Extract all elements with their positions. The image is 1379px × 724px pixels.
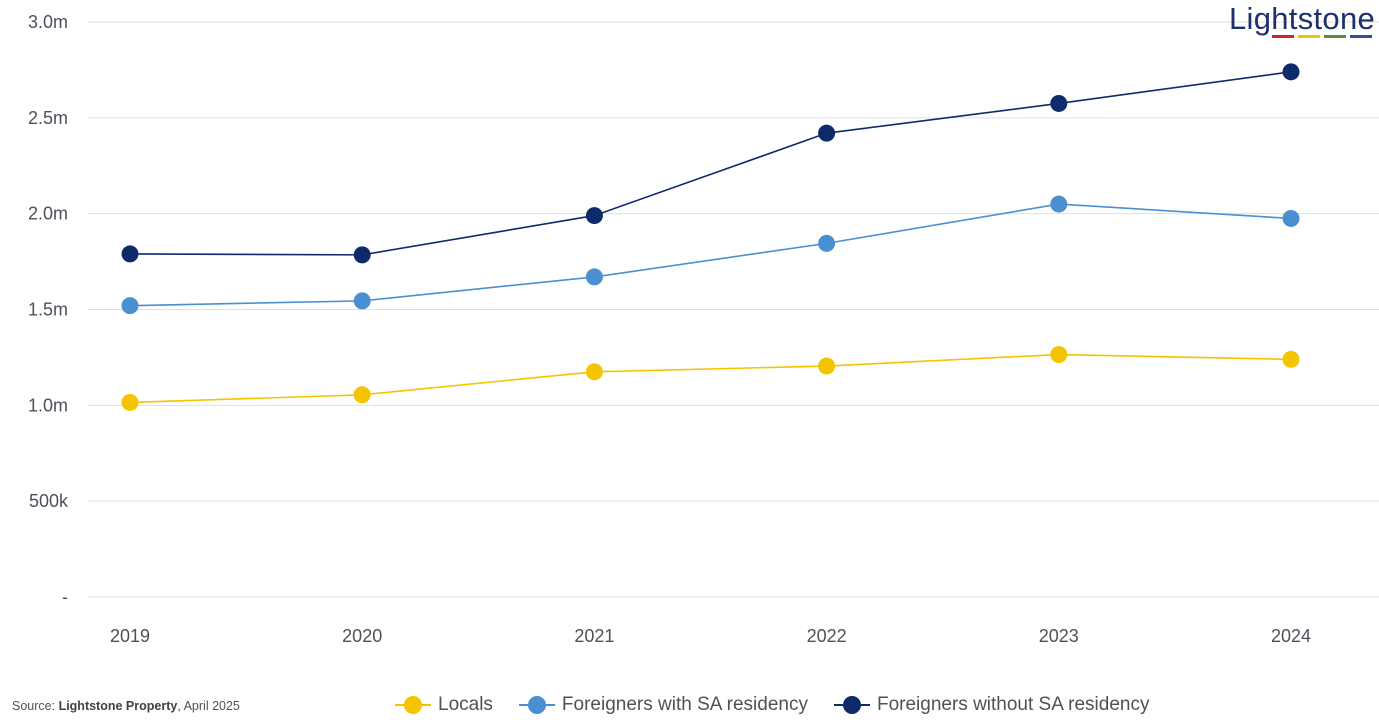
x-tick-label: 2020: [342, 626, 382, 646]
x-tick-label: 2023: [1039, 626, 1079, 646]
legend-item-locals[interactable]: Locals: [395, 694, 493, 716]
legend-marker-foreigners-without-residency: [833, 695, 870, 715]
legend-label-foreigners-without-residency: Foreigners without SA residency: [876, 694, 1150, 715]
logo-bar-yellow: [1298, 35, 1320, 38]
legend-label-locals: Locals: [438, 694, 493, 715]
y-tick-label: 500k: [29, 491, 69, 511]
data-point[interactable]: [818, 357, 836, 375]
series-line: [129, 203, 1292, 307]
data-point[interactable]: [585, 207, 603, 225]
chart-legend: Locals Foreigners with SA residency Fore…: [395, 694, 1175, 716]
y-axis-ticks: - 500k 1.0m 1.5m 2.0m 2.5m 3.0m: [28, 12, 69, 607]
logo-bar-red: [1272, 35, 1294, 38]
data-point[interactable]: [121, 245, 139, 263]
series-2: [121, 195, 1300, 315]
y-tick-label: 2.0m: [28, 204, 68, 224]
data-point[interactable]: [818, 234, 836, 252]
y-tick-label: 1.5m: [28, 300, 68, 320]
data-point[interactable]: [1282, 350, 1300, 368]
legend-item-foreigners-without-residency[interactable]: Foreigners without SA residency: [833, 694, 1150, 716]
data-point[interactable]: [121, 393, 139, 411]
data-point[interactable]: [585, 363, 603, 381]
gridlines: [88, 21, 1379, 598]
data-point[interactable]: [353, 246, 371, 264]
y-tick-label: 1.0m: [28, 395, 68, 415]
source-note: Source: Lightstone Property, April 2025: [12, 699, 240, 713]
logo-bar-green: [1324, 35, 1346, 38]
lightstone-logo: Lightstone: [1229, 2, 1377, 44]
logo-text: Lightstone: [1229, 1, 1376, 36]
data-point[interactable]: [1282, 209, 1300, 227]
data-point[interactable]: [121, 297, 139, 315]
data-point[interactable]: [818, 124, 836, 142]
legend-item-foreigners-with-residency[interactable]: Foreigners with SA residency: [518, 694, 808, 716]
y-tick-label: 3.0m: [28, 12, 68, 32]
x-tick-label: 2024: [1271, 626, 1311, 646]
series-3: [121, 63, 1300, 264]
data-point[interactable]: [1050, 195, 1068, 213]
series-line: [129, 353, 1292, 404]
y-tick-label: -: [62, 587, 68, 607]
source-name: Lightstone Property: [58, 699, 178, 713]
x-tick-label: 2021: [574, 626, 614, 646]
source-date: , April 2025: [177, 699, 240, 713]
x-axis-ticks: 2019 2020 2021 2022 2023 2024: [110, 626, 1311, 646]
x-tick-label: 2022: [807, 626, 847, 646]
data-point[interactable]: [353, 386, 371, 404]
source-prefix: Source:: [12, 699, 59, 713]
series-layer: [121, 63, 1300, 411]
x-tick-label: 2019: [110, 626, 150, 646]
series-line: [129, 71, 1292, 256]
legend-label-foreigners-with-residency: Foreigners with SA residency: [561, 694, 808, 715]
series-1: [121, 346, 1300, 411]
data-point[interactable]: [1282, 63, 1300, 81]
logo-bar-blue: [1350, 35, 1372, 38]
data-point[interactable]: [585, 268, 603, 286]
y-tick-label: 2.5m: [28, 108, 68, 128]
data-point[interactable]: [353, 292, 371, 310]
legend-marker-locals: [395, 695, 431, 715]
data-point[interactable]: [1050, 94, 1068, 112]
data-point[interactable]: [1050, 346, 1068, 364]
logo-color-bars: [1272, 35, 1372, 38]
legend-marker-foreigners-with-residency: [518, 695, 555, 715]
